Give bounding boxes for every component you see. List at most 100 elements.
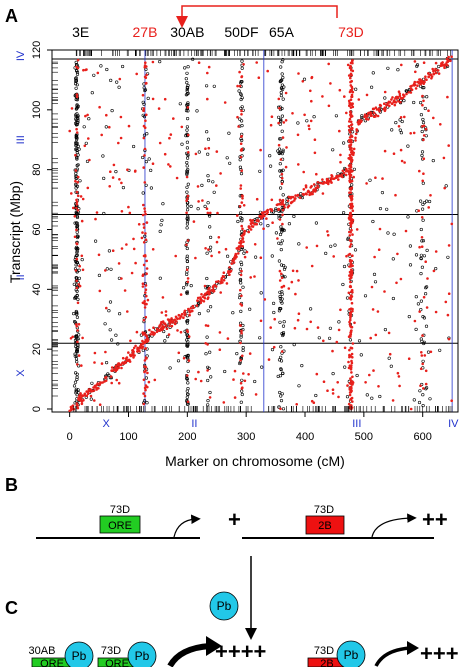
data-point [351, 169, 354, 173]
data-point [396, 252, 399, 256]
data-point [240, 138, 244, 142]
data-point [185, 80, 189, 85]
data-point [143, 340, 146, 344]
data-point [87, 117, 91, 121]
data-point [74, 76, 78, 80]
data-point [105, 267, 109, 271]
data-point [315, 372, 319, 376]
data-point [413, 60, 417, 63]
data-point [86, 392, 90, 396]
data-point [372, 369, 375, 372]
data-point [240, 378, 244, 382]
data-point [398, 94, 402, 98]
data-point [422, 134, 426, 137]
data-point [205, 291, 209, 295]
data-point [405, 92, 408, 96]
data-point [206, 403, 210, 407]
data-point [281, 168, 285, 172]
data-point [359, 119, 363, 123]
data-point [281, 136, 285, 139]
data-point [142, 222, 145, 226]
data-point [144, 315, 148, 319]
data-point [144, 238, 148, 241]
data-point [83, 392, 87, 396]
data-point [191, 57, 195, 61]
data-point [233, 396, 237, 399]
data-point [421, 362, 425, 366]
data-point [120, 247, 124, 250]
data-point [349, 318, 352, 322]
data-point [349, 316, 352, 320]
data-point [239, 273, 243, 277]
data-point [168, 324, 171, 328]
data-point [350, 371, 353, 374]
data-point [186, 116, 190, 121]
data-point [104, 376, 107, 380]
data-point [73, 338, 78, 343]
data-point [75, 72, 80, 76]
data-point [404, 229, 408, 233]
data-point [392, 232, 396, 236]
data-point [132, 346, 136, 350]
bottom-rug [73, 406, 453, 412]
data-point [258, 169, 262, 173]
hotspot-label: 50DF [224, 24, 258, 40]
data-point [124, 361, 127, 365]
data-point [348, 128, 351, 132]
data-point [434, 69, 437, 72]
data-point [75, 200, 79, 204]
data-point [313, 151, 317, 155]
data-point [415, 64, 419, 68]
data-point [381, 177, 384, 180]
data-point [238, 117, 242, 121]
data-point [240, 234, 244, 238]
data-point [350, 68, 353, 72]
ore-box [99, 515, 141, 534]
data-point [434, 310, 438, 314]
data-point [236, 115, 239, 119]
data-point [425, 199, 429, 203]
data-point [278, 137, 282, 141]
data-point [81, 336, 84, 340]
data-point [77, 354, 81, 357]
data-point [387, 331, 391, 335]
data-point [351, 400, 354, 403]
data-point [300, 364, 304, 368]
data-point [76, 364, 81, 368]
data-point [75, 312, 79, 316]
data-point [145, 272, 148, 276]
data-point [348, 320, 351, 324]
data-point [127, 205, 130, 209]
data-point [348, 393, 352, 397]
data-point [321, 95, 324, 98]
data-point [240, 219, 244, 223]
data-point [163, 97, 167, 101]
data-point [279, 248, 283, 252]
data-point [416, 84, 419, 87]
data-point [93, 384, 97, 388]
data-point [185, 290, 189, 294]
data-point [354, 136, 357, 140]
data-point [74, 357, 79, 361]
data-point [137, 223, 141, 226]
data-point [444, 184, 448, 188]
data-point [418, 389, 422, 393]
data-point [422, 138, 425, 142]
data-point [349, 346, 353, 350]
data-point [349, 311, 352, 315]
data-point [151, 248, 155, 251]
data-point [266, 211, 270, 214]
data-point [141, 348, 145, 352]
data-point [423, 106, 427, 111]
data-point [240, 263, 244, 267]
data-point [350, 140, 353, 143]
data-point [280, 203, 283, 206]
data-point [240, 331, 243, 335]
data-point [128, 358, 131, 362]
data-point [133, 170, 137, 173]
data-point [281, 324, 286, 328]
data-point [149, 186, 153, 190]
data-point [187, 307, 190, 311]
data-point [277, 97, 281, 101]
data-point [258, 336, 262, 340]
